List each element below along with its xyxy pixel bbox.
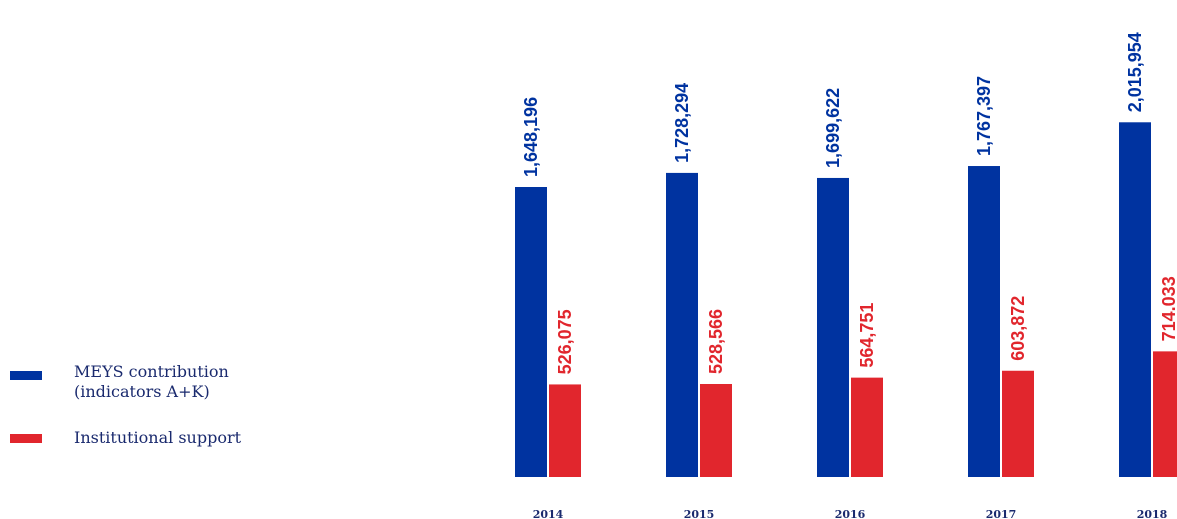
x-tick-label-2017: 2017 [986,508,1017,519]
value-label-meys-2015: 1,728,294 [672,83,692,163]
value-label-meys-2016: 1,699,622 [823,88,843,168]
x-tick-label-2016: 2016 [835,508,866,519]
bar-meys-2016 [817,177,849,477]
bar-meys-2018 [1119,122,1151,477]
legend-swatch-institutional [10,434,42,443]
bar-meys-2014 [515,187,547,477]
value-label-institutional-2018: 714.033 [1159,276,1177,341]
bar-institutional-2018 [1153,351,1177,477]
value-label-meys-2014: 1,648,196 [521,97,541,177]
bar-institutional-2017 [1002,370,1034,477]
bar-meys-2015 [666,172,698,478]
x-tick-label-2018: 2018 [1137,508,1168,519]
value-label-institutional-2016: 564,751 [857,303,877,368]
value-label-institutional-2017: 603,872 [1008,296,1028,361]
legend-label-meys: MEYS contribution (indicators A+K) [74,362,229,401]
legend-swatch-meys [10,371,42,380]
x-tick-label-2014: 2014 [533,508,564,519]
x-tick-label-2015: 2015 [684,508,715,519]
bar-meys-2017 [968,166,1000,477]
value-label-meys-2018: 2,015,954 [1125,32,1145,112]
legend-label-institutional: Institutional support [74,428,242,447]
value-label-institutional-2014: 526,075 [555,309,575,374]
value-label-institutional-2015: 528,566 [706,309,726,374]
bar-institutional-2016 [851,377,883,477]
bar-institutional-2014 [549,384,581,477]
value-label-meys-2017: 1,767,397 [974,76,994,156]
bar-institutional-2015 [700,383,732,477]
